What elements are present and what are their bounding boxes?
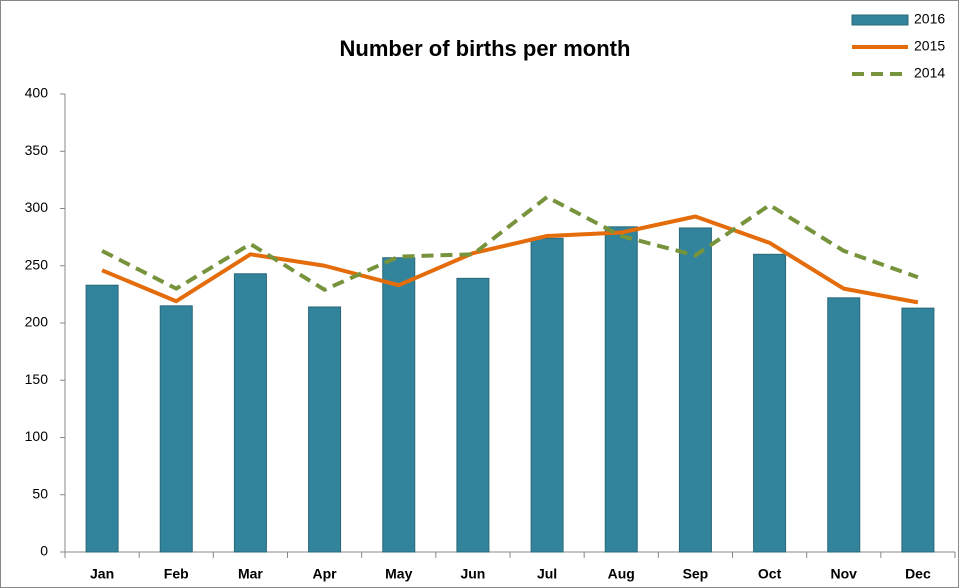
bar <box>678 227 712 553</box>
bar <box>233 273 267 553</box>
bar <box>901 307 935 553</box>
x-tick-label: Nov <box>831 566 858 582</box>
x-tick-label: May <box>385 566 412 582</box>
y-tick-label: 250 <box>25 256 49 272</box>
y-tick-label: 50 <box>32 485 48 501</box>
y-tick-label: 350 <box>25 142 49 158</box>
x-tick-label: Jan <box>90 566 114 582</box>
x-tick-label: Aug <box>608 566 635 582</box>
x-tick-label: Jun <box>460 566 485 582</box>
bar <box>604 226 638 553</box>
bar <box>456 277 490 553</box>
bar <box>753 253 787 553</box>
x-tick-label: Jul <box>537 566 557 582</box>
x-tick-label: Feb <box>164 566 189 582</box>
x-tick-label: Sep <box>683 566 709 582</box>
y-tick-label: 400 <box>25 85 49 101</box>
bar <box>308 306 342 553</box>
legend-swatch <box>851 14 909 26</box>
bar <box>382 257 416 553</box>
bar <box>530 237 564 553</box>
legend-label: 2015 <box>914 38 945 54</box>
bar <box>827 297 861 553</box>
legend-label: 2016 <box>914 11 945 27</box>
bar <box>159 305 193 553</box>
line-series <box>101 195 919 292</box>
y-tick-label: 150 <box>25 371 49 387</box>
x-tick-label: Oct <box>758 566 782 582</box>
x-tick-label: Dec <box>905 566 931 582</box>
line-series <box>101 214 919 305</box>
bar <box>85 284 119 553</box>
y-tick-label: 0 <box>40 543 48 559</box>
y-tick-label: 300 <box>25 199 49 215</box>
x-tick-label: Mar <box>238 566 263 582</box>
y-tick-label: 200 <box>25 314 49 330</box>
x-tick-label: Apr <box>313 566 338 582</box>
chart-title: Number of births per month <box>340 36 631 61</box>
y-tick-label: 100 <box>25 428 49 444</box>
legend-label: 2014 <box>914 65 945 81</box>
